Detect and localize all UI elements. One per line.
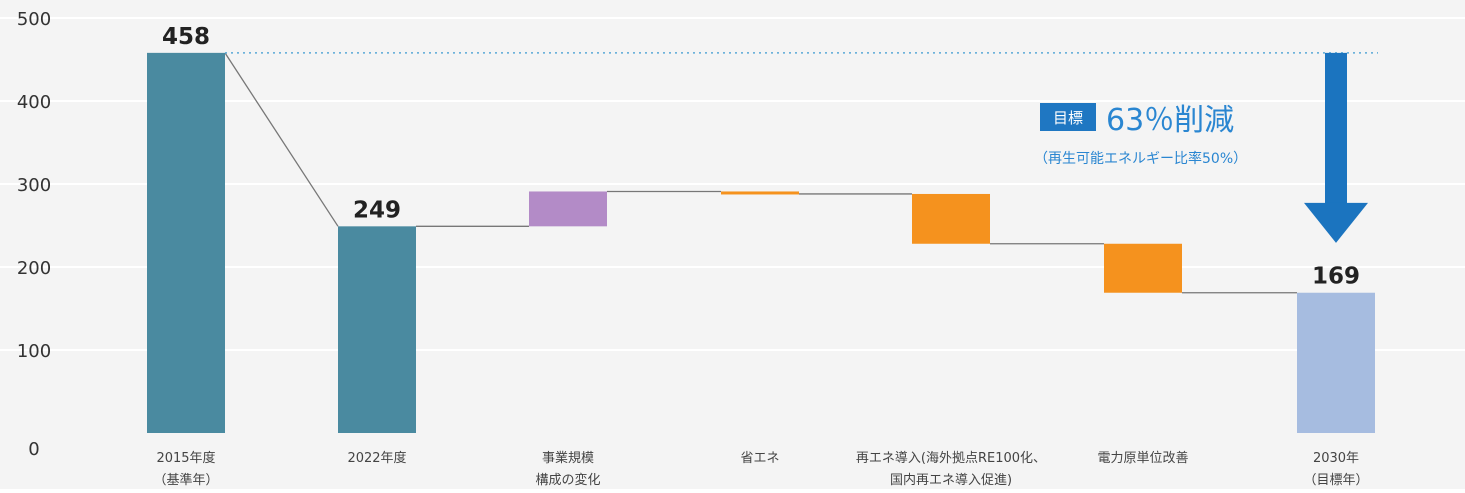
bar-increase [529, 191, 607, 227]
bar-value-label: 458 [162, 24, 210, 50]
y-tick-label: 300 [17, 175, 51, 196]
x-tick-label: 省エネ [740, 451, 779, 466]
annotation-layer: 目標 63％削減 （再生可能エネルギー比率50%） [225, 52, 1378, 243]
target-badge-label: 目標 [1053, 109, 1083, 127]
x-tick-label: （目標年） [1303, 473, 1368, 488]
reduction-headline: 63％削減 [1106, 103, 1234, 138]
x-tick-label: 構成の変化 [535, 472, 600, 488]
bar-value-label: 169 [1312, 264, 1360, 290]
x-tick-label: 2022年度 [347, 450, 406, 466]
grid-layer: 0 100 200 300 400 500 [0, 9, 1465, 460]
bar-decrease [721, 191, 799, 195]
x-tick-label: 2030年 [1313, 451, 1359, 466]
y-tick-label: 500 [17, 9, 51, 30]
y-tick-label: 0 [28, 439, 39, 460]
renewable-ratio-note: （再生可能エネルギー比率50%） [1034, 150, 1247, 167]
bar-total [147, 52, 225, 434]
bar-decrease [912, 193, 990, 244]
x-tick-label: 国内再エネ導入促進) [890, 472, 1012, 488]
target-badge [1040, 103, 1096, 131]
x-tick-label: （基準年） [153, 472, 218, 488]
y-tick-label: 100 [17, 341, 51, 362]
bar-total [338, 226, 416, 433]
bar-layer [147, 52, 1375, 434]
connector-line [224, 52, 339, 227]
bar-decrease [1104, 243, 1182, 293]
x-tick-label: 再エネ導入(海外拠点RE100化、 [856, 451, 1046, 466]
bar-value-label: 249 [353, 197, 401, 223]
down-arrow-icon [1304, 202, 1368, 243]
y-tick-label: 400 [17, 92, 51, 113]
bar-total [1297, 292, 1375, 433]
x-tick-label: 電力原単位改善 [1097, 450, 1188, 466]
y-tick-label: 200 [17, 258, 51, 279]
x-tick-label: 事業規模 [542, 450, 594, 466]
x-tick-label: 2015年度 [156, 450, 215, 466]
connector-layer [224, 52, 1297, 294]
